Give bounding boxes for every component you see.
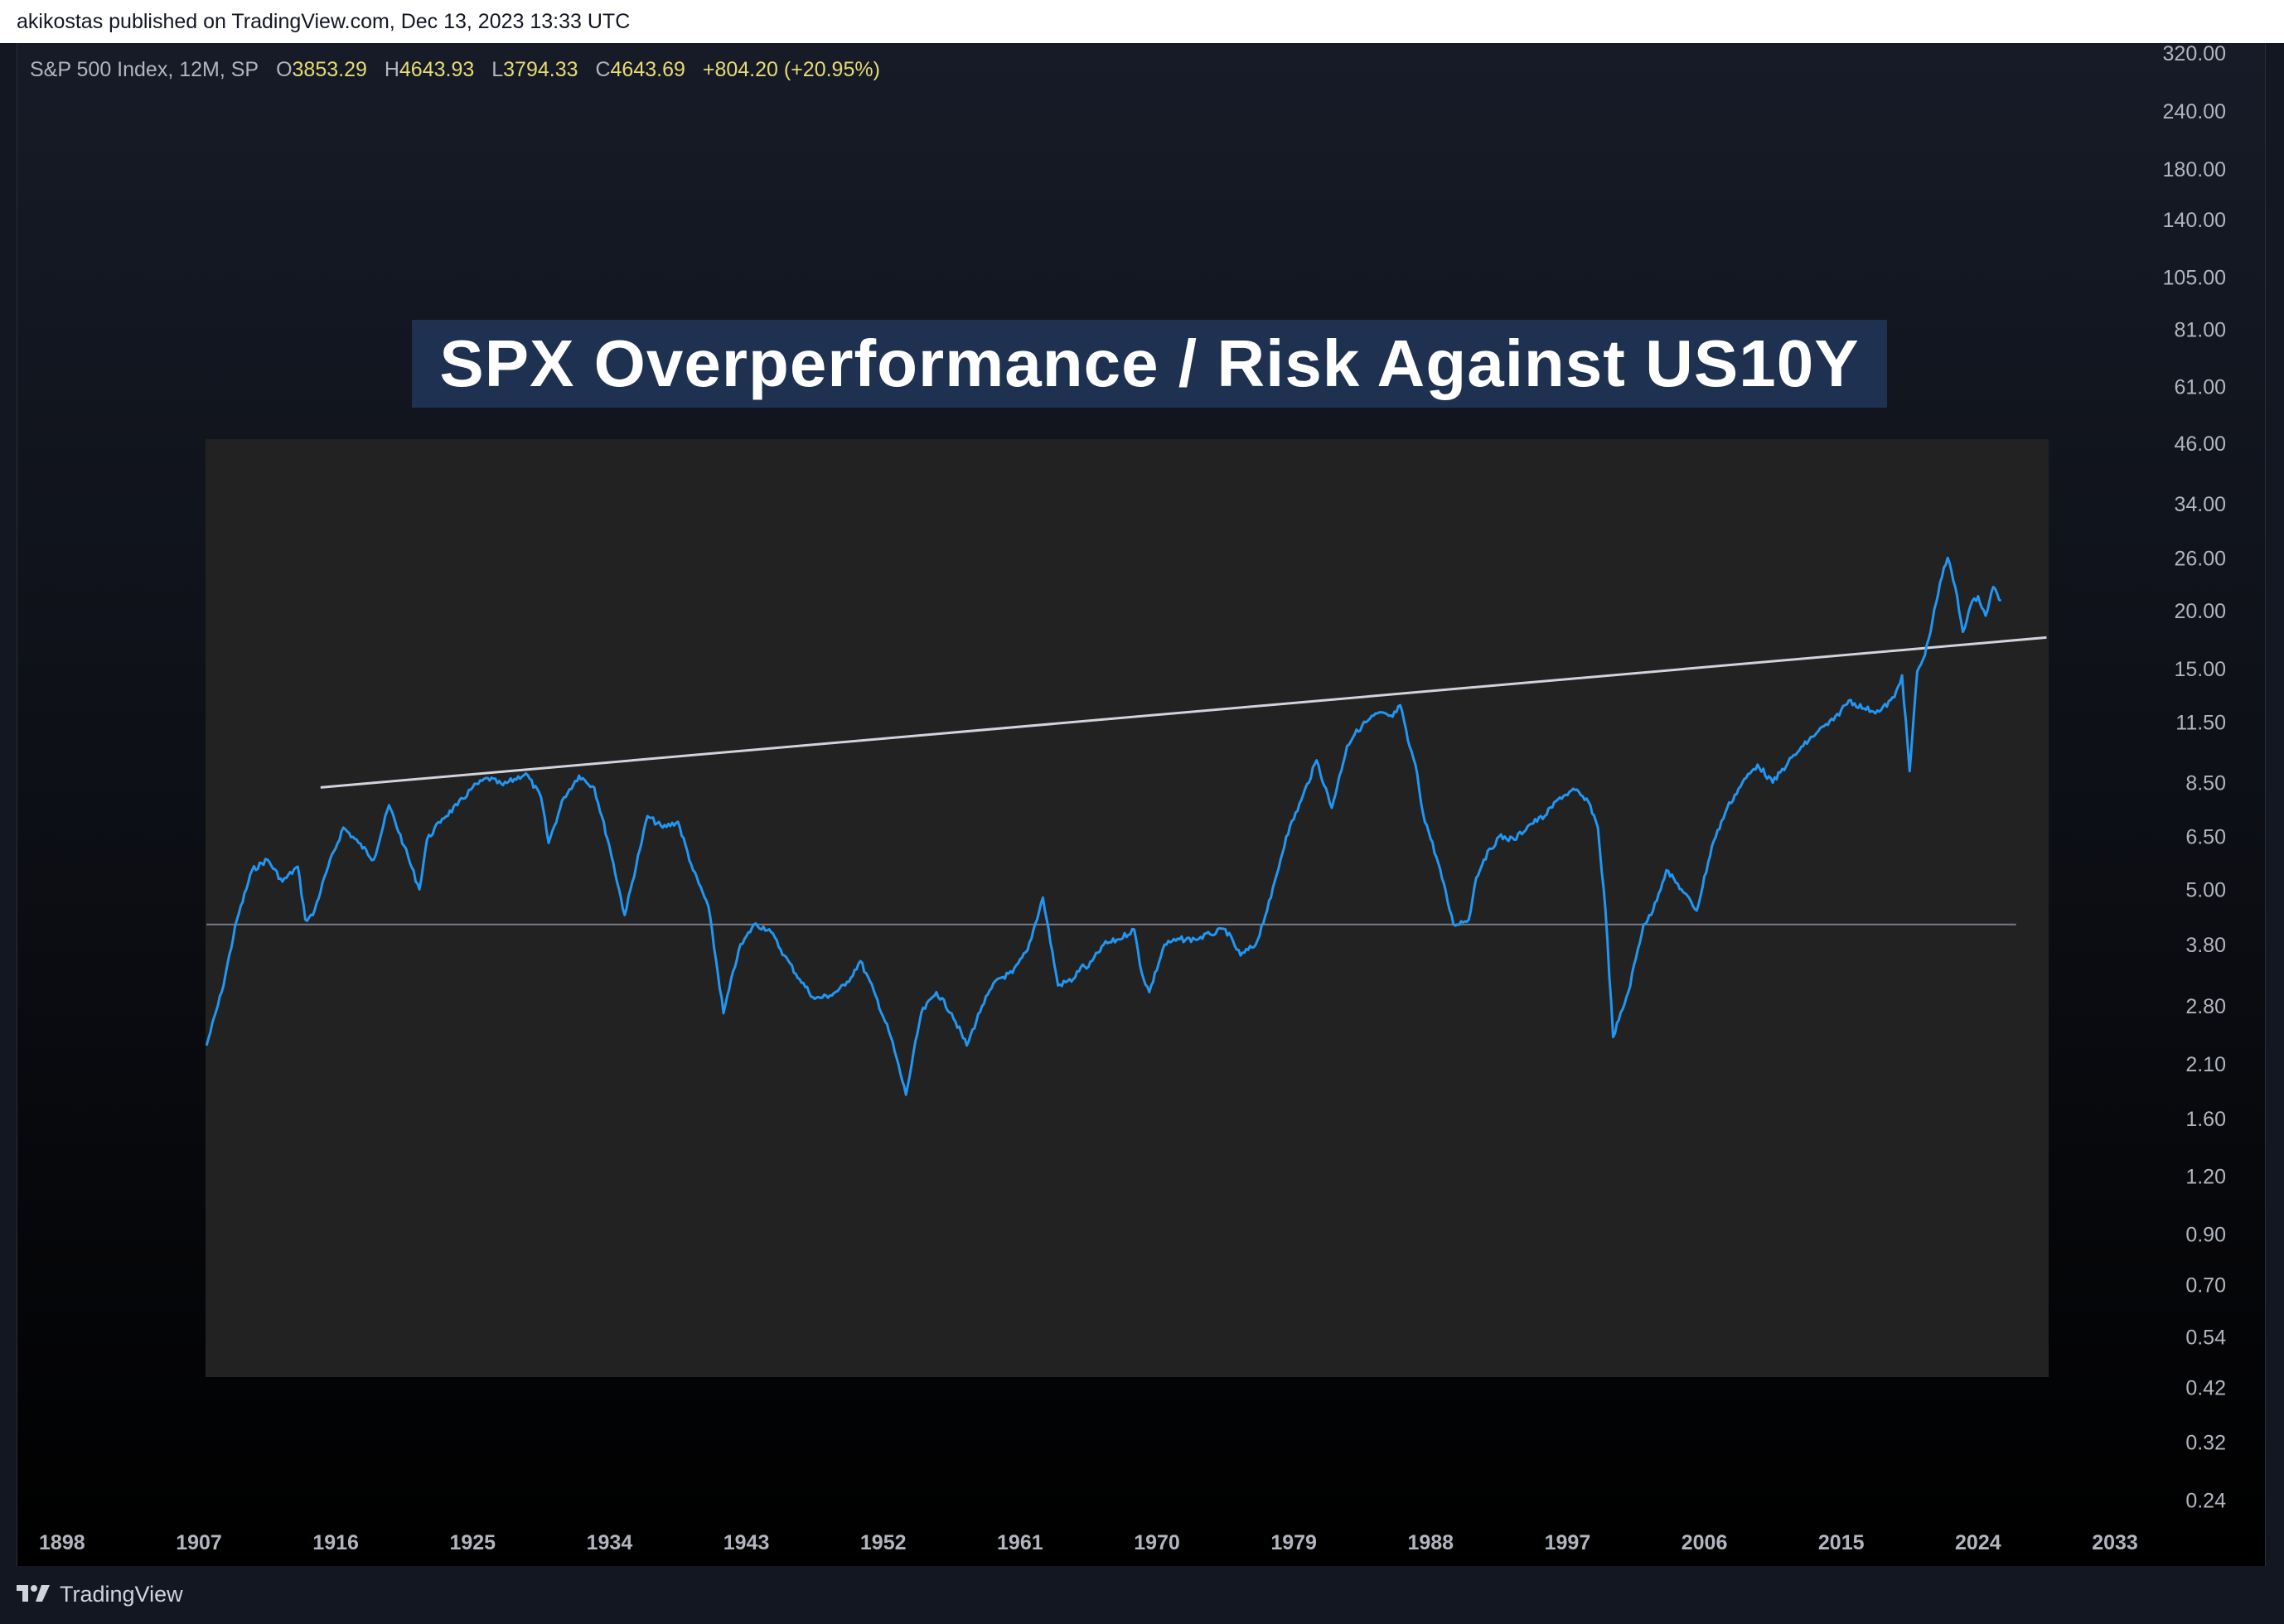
x-tick-label: 2024: [1955, 1531, 2001, 1554]
y-tick-label: 11.50: [2175, 711, 2226, 734]
y-tick-label: 46.00: [2174, 433, 2226, 456]
y-tick-label: 61.00: [2174, 375, 2226, 399]
y-tick-label: 6.50: [2185, 826, 2226, 849]
y-tick-label: 0.24: [2185, 1489, 2226, 1512]
x-tick-label: 1970: [1134, 1531, 1180, 1554]
legend-open-value: 3853.29: [292, 58, 367, 81]
x-tick-label: 1925: [449, 1531, 496, 1554]
x-tick-label: 1916: [312, 1531, 359, 1554]
y-tick-label: 2.10: [2185, 1053, 2226, 1076]
y-tick-label: 180.00: [2163, 158, 2226, 181]
y-tick-label: 0.32: [2185, 1431, 2226, 1454]
tradingview-logo-icon[interactable]: [17, 1568, 51, 1624]
y-tick-label: 105.00: [2163, 267, 2226, 290]
x-tick-label: 1934: [587, 1531, 633, 1554]
legend-close-value: 4643.69: [610, 58, 685, 81]
x-tick-label: 2033: [2092, 1531, 2138, 1554]
x-tick-label: 2015: [1818, 1531, 1865, 1554]
x-tick-label: 1997: [1545, 1531, 1591, 1554]
chart-panel: [206, 439, 2049, 1377]
resistance-trendline: [320, 636, 2047, 789]
x-tick-label: 2006: [1682, 1531, 1728, 1554]
y-tick-label: 1.20: [2185, 1166, 2226, 1189]
x-tick-label: 1943: [723, 1531, 770, 1554]
x-tick-label: 1979: [1270, 1531, 1317, 1554]
y-tick-label: 20.00: [2174, 600, 2226, 623]
legend-low-value: 3794.33: [503, 58, 578, 81]
y-tick-label: 26.00: [2174, 547, 2226, 570]
x-tick-label: 1961: [997, 1531, 1043, 1554]
legend-open-label: O: [276, 58, 293, 81]
y-tick-label: 2.80: [2185, 995, 2226, 1018]
chart-title: SPX Overperformance / Risk Against US10Y: [412, 320, 1887, 408]
legend-low-label: L: [491, 58, 504, 81]
x-tick-label: 1907: [176, 1531, 222, 1554]
x-tick-label: 1952: [860, 1531, 907, 1554]
footer: TradingView: [0, 1566, 2284, 1622]
y-tick-label: 8.50: [2185, 772, 2226, 795]
legend-high-label: H: [384, 58, 399, 81]
spx-us10y-ratio-line: [205, 556, 2002, 1096]
y-tick-label: 3.80: [2185, 934, 2226, 957]
legend-close-label: C: [595, 58, 611, 81]
y-tick-label: 5.00: [2185, 878, 2226, 901]
chart-legend: S&P 500 Index, 12M, SP O3853.29 H4643.93…: [30, 58, 880, 82]
x-tick-label: 1988: [1407, 1531, 1454, 1554]
y-tick-label: 0.90: [2185, 1224, 2226, 1247]
footer-brand[interactable]: TradingView: [60, 1582, 183, 1607]
y-tick-label: 140.00: [2163, 209, 2226, 232]
y-tick-label: 0.54: [2185, 1326, 2226, 1349]
y-tick-label: 320.00: [2163, 42, 2226, 65]
y-tick-label: 34.00: [2174, 493, 2226, 516]
y-tick-label: 0.70: [2185, 1274, 2226, 1298]
publisher-bar: akikostas published on TradingView.com, …: [0, 0, 2284, 43]
y-tick-label: 81.00: [2174, 319, 2226, 342]
legend-change: +804.20 (+20.95%): [702, 58, 880, 81]
legend-high-value: 4643.93: [399, 58, 475, 81]
y-tick-label: 1.60: [2185, 1108, 2226, 1131]
y-tick-label: 0.42: [2185, 1376, 2226, 1399]
published-text: akikostas published on TradingView.com, …: [17, 10, 631, 33]
x-tick-label: 1898: [39, 1531, 85, 1554]
y-tick-label: 15.00: [2174, 658, 2226, 681]
legend-symbol[interactable]: S&P 500 Index, 12M, SP: [30, 58, 259, 81]
y-tick-label: 240.00: [2163, 100, 2226, 123]
